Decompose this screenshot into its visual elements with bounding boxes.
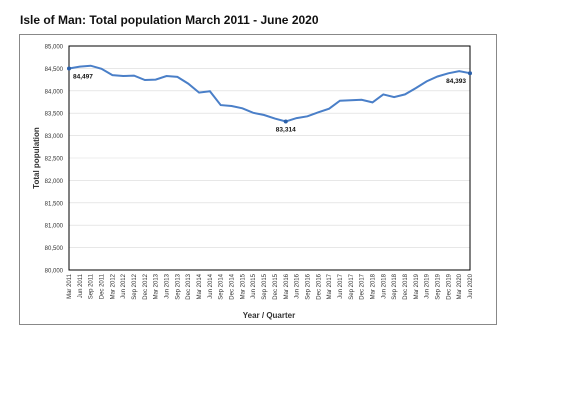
- x-tick-label: Sep 2018: [392, 273, 398, 299]
- data-labels: 84,497 83,314 84,393: [73, 74, 466, 134]
- y-tick-label: 84,500: [45, 67, 64, 73]
- data-label: 84,393: [446, 78, 466, 85]
- x-tick-label: Jun 2011: [78, 273, 84, 298]
- x-tick-label: Sep 2012: [132, 273, 138, 299]
- x-tick-label: Dec 2017: [360, 273, 366, 299]
- x-tick-label: Dec 2015: [273, 273, 279, 299]
- x-axis-label: Year / Quarter: [243, 311, 295, 320]
- x-tick-label: Sep 2019: [435, 273, 441, 299]
- y-tick-label: 81,500: [45, 201, 64, 207]
- x-tick-label: Dec 2018: [403, 273, 409, 299]
- x-tick-label: Mar 2016: [284, 273, 290, 299]
- x-tick-label: Dec 2019: [446, 273, 452, 299]
- x-tick-label: Mar 2020: [457, 273, 463, 299]
- x-tick-label: Mar 2013: [154, 273, 160, 299]
- x-tick-label: Mar 2018: [370, 273, 376, 299]
- data-label: 84,497: [73, 74, 93, 81]
- y-tick-labels: 80,000 80,500 81,000 81,500 82,000 82,500 83,0…: [45, 45, 64, 275]
- y-tick-label: 80,000: [45, 269, 64, 275]
- x-tick-label: Jun 2020: [468, 273, 474, 298]
- x-tick-label: Mar 2019: [414, 273, 420, 299]
- data-point: [468, 71, 472, 76]
- data-point: [283, 119, 288, 124]
- data-point: [67, 66, 71, 71]
- x-tick-label: Dec 2014: [230, 273, 236, 299]
- x-tick-label: Jun 2016: [295, 273, 301, 298]
- x-tick-label: Mar 2012: [110, 273, 116, 299]
- gridlines: [69, 45, 470, 271]
- y-tick-label: 82,000: [45, 179, 64, 185]
- x-tick-label: Jun 2017: [338, 273, 344, 298]
- x-tick-label: Sep 2014: [219, 273, 225, 299]
- y-tick-label: 81,000: [45, 224, 64, 230]
- x-tick-label: Dec 2011: [100, 273, 106, 299]
- data-label: 83,314: [276, 127, 296, 134]
- x-tick-label: Jun 2015: [251, 273, 257, 298]
- plot-area-border: [68, 45, 471, 271]
- y-tick-label: 85,000: [45, 45, 64, 51]
- x-tick-label: Sep 2015: [262, 273, 268, 299]
- y-tick-label: 82,500: [45, 157, 64, 163]
- x-tick-label: Mar 2017: [327, 273, 333, 299]
- chart-title: Isle of Man: Total population March 2011…: [20, 13, 319, 27]
- y-tick-label: 83,500: [45, 112, 64, 118]
- x-tick-label: Jun 2014: [208, 273, 214, 298]
- x-tick-label: Sep 2011: [89, 273, 95, 299]
- population-line: [68, 64, 471, 123]
- data-points: [67, 66, 472, 124]
- y-tick-label: 80,500: [45, 246, 64, 252]
- x-tick-label: Jun 2018: [381, 273, 387, 298]
- x-tick-label: Jun 2013: [165, 273, 171, 298]
- x-tick-label: Dec 2012: [143, 273, 149, 299]
- y-tick-label: 84,000: [45, 89, 64, 95]
- x-tick-label: Mar 2015: [240, 273, 246, 299]
- x-tick-label: Sep 2017: [349, 273, 355, 299]
- x-tick-label: Jun 2019: [425, 273, 431, 298]
- x-tick-label: Dec 2016: [316, 273, 322, 299]
- x-tick-label: Mar 2011: [67, 273, 73, 299]
- x-tick-label: Mar 2014: [197, 273, 203, 299]
- x-tick-label: Sep 2016: [305, 273, 311, 299]
- x-tick-label: Sep 2013: [175, 273, 181, 299]
- x-tick-labels: Mar 2011 Jun 2011 Sep 2011 Dec 2011 Mar 2012…: [67, 273, 474, 299]
- x-tick-label: Jun 2012: [121, 273, 127, 298]
- x-tick-label: Dec 2013: [186, 273, 192, 299]
- y-axis-label: Total population: [32, 127, 41, 189]
- y-tick-label: 83,000: [45, 134, 64, 140]
- chart-frame: [19, 34, 497, 325]
